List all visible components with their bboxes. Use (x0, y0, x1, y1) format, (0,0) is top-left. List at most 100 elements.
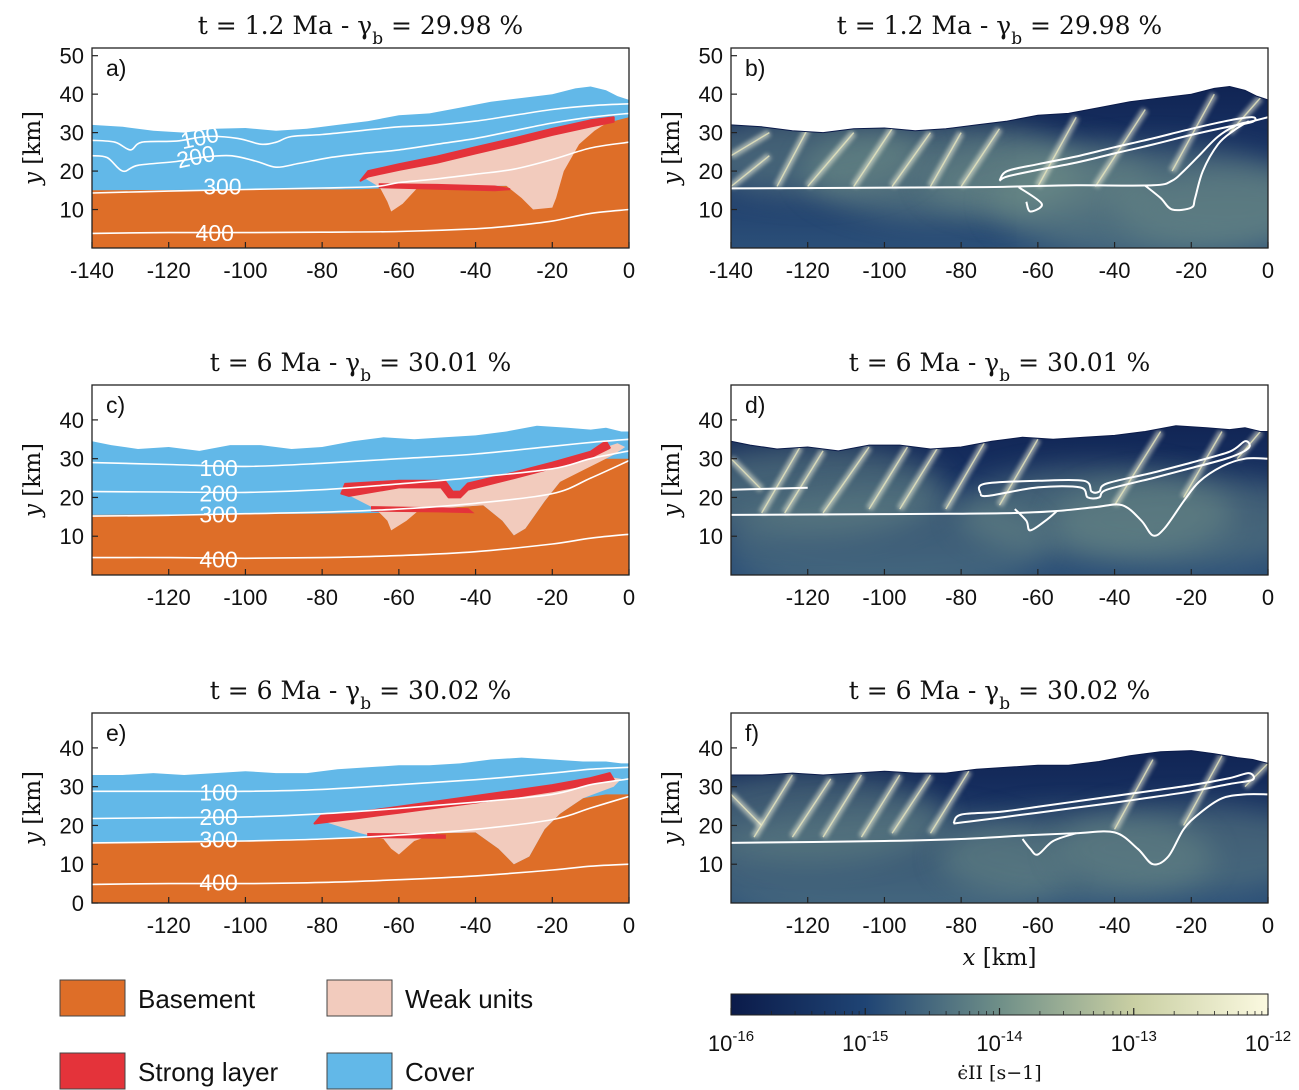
basement-area (92, 794, 629, 903)
legend-item: Strong layer (59, 1052, 279, 1090)
legend-item: Cover (326, 1052, 475, 1090)
shear-band-core (1244, 762, 1268, 788)
y-tick-label: 40 (699, 82, 723, 107)
shear-band-core (1094, 109, 1146, 187)
x-tick-label: -40 (1099, 585, 1131, 610)
y-axis-label: y [km] (20, 443, 46, 518)
legend-label: Strong layer (138, 1057, 279, 1087)
interface-line (977, 440, 1251, 500)
colorbar-tick-label: 10-16 (708, 1028, 754, 1056)
shear-band-core (807, 132, 855, 187)
y-tick-label: 30 (699, 121, 723, 146)
panel-title: t = 6 Ma - γb = 30.02 % (849, 676, 1151, 714)
weak-units-area (364, 119, 614, 212)
x-tick-label: 0 (1262, 913, 1274, 938)
isotherm-100 (92, 438, 629, 468)
x-tick-label: -80 (306, 258, 338, 283)
x-tick-label: -40 (1099, 913, 1131, 938)
x-tick-label: -80 (945, 913, 977, 938)
shear-band-core (731, 132, 770, 157)
isotherm-label: 400 (199, 547, 237, 573)
axes-box (91, 712, 630, 904)
x-tick-label: -80 (306, 913, 338, 938)
x-tick-label: -120 (786, 585, 830, 610)
shear-band-core (1113, 431, 1162, 506)
x-tick-label: 0 (1262, 585, 1274, 610)
basement-area (92, 117, 629, 248)
basement-area (92, 458, 629, 575)
strain-hotspot (1114, 169, 1268, 248)
interface-line (952, 772, 1255, 825)
x-tick-label: -100 (223, 258, 267, 283)
shear-band-core (822, 774, 863, 838)
y-tick-label: 20 (60, 159, 84, 184)
x-tick-label: -40 (1099, 258, 1131, 283)
shear-band-core (945, 442, 985, 510)
interface-line (1021, 832, 1077, 856)
isotherm-label: 400 (196, 220, 234, 246)
shear-band-core (899, 446, 939, 510)
x-tick-label: -80 (945, 585, 977, 610)
colorbar-tick-label: 10-13 (1111, 1028, 1157, 1056)
axes-box (730, 47, 1269, 249)
legend-swatch (59, 1052, 126, 1090)
x-tick-label: 0 (623, 585, 635, 610)
panel-label: d) (745, 392, 765, 418)
x-tick-label: -100 (862, 258, 906, 283)
colorbar-tick-label: 10-12 (1245, 1028, 1291, 1056)
isotherm-label: 300 (199, 501, 237, 527)
strain-hotspot (731, 490, 1046, 575)
y-tick-label: 40 (60, 736, 84, 761)
x-tick-label: 0 (623, 258, 635, 283)
panel-b: t = 1.2 Ma - γb = 29.98 % 10 20 30 40 50 -140 -… (659, 11, 1274, 283)
panel-title: t = 6 Ma - γb = 30.01 % (849, 348, 1151, 386)
x-tick-label: -100 (223, 585, 267, 610)
panel-title: t = 6 Ma - γb = 30.01 % (210, 348, 512, 386)
x-tick-label: -20 (536, 585, 568, 610)
x-tick-label: -20 (1175, 585, 1207, 610)
isotherm-400 (92, 208, 629, 235)
isotherm-400 (92, 533, 629, 560)
shear-band-core (960, 128, 1001, 187)
plot-area (731, 85, 1268, 248)
y-tick-label: 50 (60, 44, 84, 69)
isotherm-300 (92, 141, 629, 194)
y-tick-label: 30 (60, 775, 84, 800)
y-axis-label: y [km] (20, 111, 46, 186)
y-tick-label: 30 (699, 447, 723, 472)
panel-label: b) (745, 55, 765, 81)
shear-band-core (998, 438, 1039, 506)
colorbar-tick-label: 10-14 (976, 1028, 1022, 1056)
shear-band-core (929, 770, 970, 834)
x-tick-label: -120 (786, 913, 830, 938)
y-tick-label: 30 (60, 447, 84, 472)
shear-band-core (731, 155, 770, 188)
y-axis-label: y [km] (659, 443, 685, 518)
shear-band-core (1171, 93, 1215, 172)
panel-label: c) (106, 392, 125, 418)
x-tick-label: 0 (623, 913, 635, 938)
x-tick-label: -100 (862, 585, 906, 610)
interface-line (1144, 120, 1250, 212)
panel-c: t = 6 Ma - γb = 30.01 %10020030040010203… (20, 348, 635, 610)
x-tick-label: -120 (147, 258, 191, 283)
isotherm-100 (92, 766, 629, 793)
isotherm-label: 100 (199, 455, 237, 481)
isotherm-label: 300 (203, 173, 241, 199)
shear-band-core (791, 778, 832, 838)
domain-top (731, 750, 1268, 776)
x-tick-label: -20 (1175, 258, 1207, 283)
weak-units-area (318, 777, 622, 865)
plot-area (731, 425, 1268, 575)
isotherm-200 (92, 778, 629, 820)
x-tick-label: -60 (383, 585, 415, 610)
panel-title: t = 1.2 Ma - γb = 29.98 % (837, 11, 1162, 49)
y-tick-label: 10 (60, 524, 84, 549)
y-tick-label: 20 (699, 813, 723, 838)
shear-band-core (822, 446, 870, 514)
axes-box (91, 384, 630, 576)
y-tick-label: 40 (60, 408, 84, 433)
domain-top (731, 425, 1268, 452)
legend: Basement Weak units Strong layer Cover (59, 979, 533, 1090)
